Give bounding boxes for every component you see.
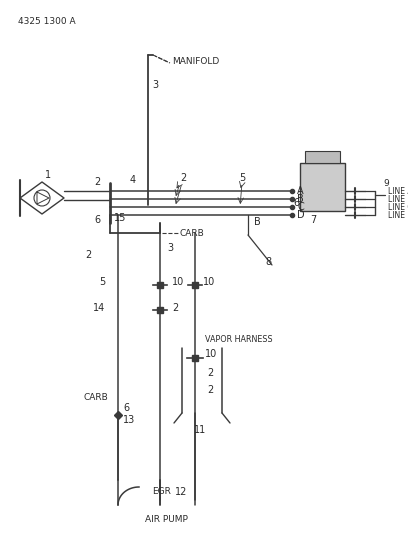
Text: 1: 1 (45, 170, 51, 180)
Text: B: B (254, 217, 261, 227)
Text: 15: 15 (114, 213, 126, 223)
Bar (305, 151, 340, 163)
Text: 5: 5 (99, 277, 105, 287)
Text: LINE A: LINE A (388, 187, 408, 196)
Text: A: A (297, 186, 304, 196)
Text: AIR PUMP: AIR PUMP (145, 515, 188, 524)
Bar (300, 163, 345, 211)
Text: 11: 11 (194, 425, 206, 435)
Text: 4: 4 (130, 175, 136, 185)
Text: 14: 14 (93, 303, 105, 313)
Text: 10: 10 (203, 277, 215, 287)
Text: 12: 12 (175, 487, 187, 497)
Text: 5: 5 (239, 173, 245, 183)
Text: B: B (297, 194, 304, 204)
Text: 2: 2 (85, 250, 91, 260)
Text: 3: 3 (167, 243, 173, 253)
Text: LINE D: LINE D (388, 211, 408, 220)
Text: LINE B: LINE B (388, 195, 408, 204)
Text: 2: 2 (172, 303, 178, 313)
Text: 6: 6 (293, 198, 299, 208)
Text: 9: 9 (383, 179, 389, 188)
Text: C: C (297, 202, 304, 212)
Text: VAPOR HARNESS: VAPOR HARNESS (205, 335, 273, 344)
Text: 13: 13 (123, 415, 135, 425)
Text: 6: 6 (123, 403, 129, 413)
Text: 3: 3 (152, 80, 158, 90)
Text: CARB: CARB (83, 393, 108, 402)
Text: CARB: CARB (180, 229, 205, 238)
Text: 2: 2 (207, 368, 213, 378)
Text: 6: 6 (94, 215, 100, 225)
Text: MANIFOLD: MANIFOLD (172, 58, 219, 67)
Text: 2: 2 (94, 177, 100, 187)
Text: 7: 7 (310, 215, 316, 225)
Text: EGR: EGR (152, 488, 171, 497)
Text: 8: 8 (265, 257, 271, 267)
Text: LINE C: LINE C (388, 203, 408, 212)
Text: D: D (297, 210, 305, 220)
Text: 4325 1300 A: 4325 1300 A (18, 18, 75, 27)
Text: 2: 2 (207, 385, 213, 395)
Text: 2: 2 (180, 173, 186, 183)
Text: 10: 10 (172, 277, 184, 287)
Text: 10: 10 (205, 349, 217, 359)
